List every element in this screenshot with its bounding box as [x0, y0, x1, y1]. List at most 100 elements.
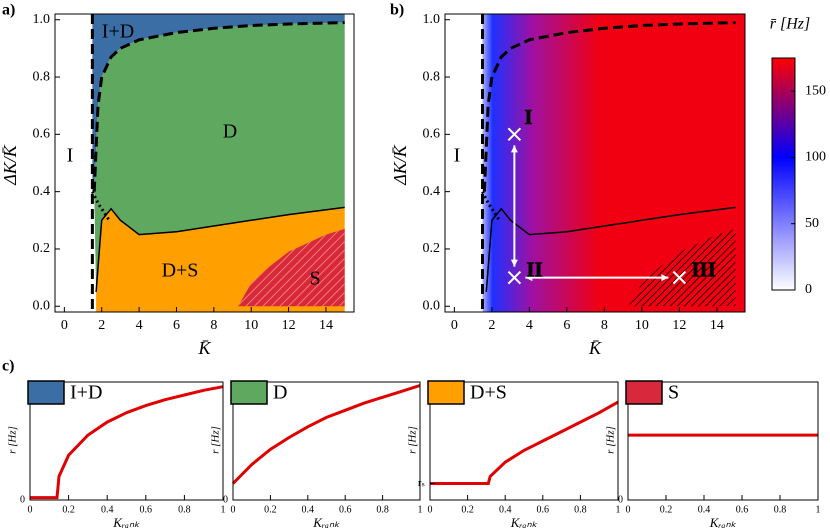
rate-line — [30, 385, 224, 500]
y-tick-label: 0.0 — [423, 298, 441, 313]
x-tick-label: 8 — [210, 318, 217, 333]
y-tick-label: 1.0 — [423, 12, 441, 27]
x-axis-label: K̄ — [197, 338, 211, 358]
y-tick-label: 0.2 — [33, 241, 51, 256]
x-tick-label: 0.4 — [101, 504, 114, 515]
x-tick-label: 14 — [710, 318, 724, 333]
legend-label: D+S — [470, 382, 507, 404]
plot-frame — [627, 381, 819, 501]
x-tick-label: 0.2 — [62, 504, 75, 515]
colorbar-tick-label: 0 — [805, 282, 812, 297]
legend-label: I+D — [70, 382, 102, 404]
x-tick-label: 1 — [221, 504, 226, 515]
y-tick-label: 0 — [618, 494, 623, 505]
y-tick-label: 0.0 — [33, 298, 51, 313]
point-label: I — [524, 105, 532, 129]
x-tick-label: 0.6 — [339, 504, 352, 515]
y-axis-label: r [Hz] — [407, 426, 419, 454]
point-label: III — [691, 257, 716, 281]
boundary-line — [92, 21, 345, 192]
region-fill — [94, 22, 345, 292]
x-tick-label: 0.2 — [264, 504, 277, 515]
boundary-line — [91, 191, 111, 222]
boundary-line — [482, 21, 736, 192]
panel-a: 0 2 4 6 8 10 12 14 0.0 0.2 0.4 0.6 0.8 1.0 I I+D D D+S Sa)… — [0, 2, 355, 358]
legend-label: D — [273, 382, 287, 404]
plot-frame — [54, 13, 355, 313]
region-label: I — [67, 145, 74, 167]
x-tick-label: 0.4 — [499, 504, 512, 515]
region-label: D+S — [162, 260, 199, 282]
colorbar-tick-label: 150 — [805, 83, 826, 98]
arrow-head — [510, 145, 518, 153]
hatch — [628, 228, 736, 307]
x-tick-label: 0 — [231, 504, 236, 515]
x-tick-label: 0.8 — [774, 504, 787, 515]
x-tick-label: 0 — [451, 318, 458, 333]
y-tick-label: 1.0 — [33, 12, 51, 27]
plot-frame — [429, 381, 619, 501]
x-tick-label: 4 — [136, 318, 143, 333]
x-tick-label: 2 — [98, 318, 105, 333]
x-tick-label: 14 — [319, 318, 333, 333]
x-tick-label: 1 — [616, 504, 621, 515]
y-tick-label: rₛ — [418, 478, 425, 489]
region-label: D — [223, 121, 237, 143]
x-tick-label: 0 — [61, 318, 68, 333]
region-label: I — [454, 145, 461, 167]
x-tick-label: 2 — [488, 318, 495, 333]
arrow-head — [510, 259, 518, 267]
x-axis-label: Kᵣₐₙₖ — [709, 515, 737, 530]
y-axis-label: ΔK/K̄ — [0, 144, 20, 186]
colorbar-label: r̄ [Hz] — [770, 16, 810, 33]
colorbar-tick-label: 50 — [805, 216, 819, 231]
x-tick-label: 10 — [244, 318, 258, 333]
y-axis-label: ΔK/K̄ — [390, 144, 410, 186]
point-marker — [507, 270, 522, 285]
y-tick-label: 0.2 — [423, 241, 441, 256]
x-axis-label: Kᵣₐₙₖ — [312, 515, 340, 530]
legend-swatch — [230, 380, 268, 405]
colorbar — [771, 57, 796, 291]
y-axis-label: r [Hz] — [605, 426, 617, 454]
unsynchronized-area — [445, 14, 483, 312]
y-axis-label: r [Hz] — [210, 426, 222, 454]
arrow-head — [661, 274, 669, 282]
panel-label: a) — [2, 2, 15, 19]
small-panel: 0 0.2 0.4 0.6 0.8 1 rₛ D+S Kᵣₐₙₖ r [Hz] — [407, 380, 621, 530]
legend-swatch — [27, 380, 65, 405]
x-tick-label: 0.8 — [574, 504, 587, 515]
hatch — [238, 228, 345, 307]
y-tick-label: 0.4 — [423, 184, 441, 199]
x-axis-label: Kᵣₐₙₖ — [112, 515, 140, 530]
point-marker — [507, 127, 522, 142]
y-tick-label: 0.6 — [33, 127, 51, 142]
region-label: S — [309, 268, 320, 290]
x-tick-label: 0 — [626, 504, 631, 515]
rate-line — [430, 400, 619, 485]
x-tick-label: 4 — [526, 318, 533, 333]
region-label: I+D — [102, 21, 134, 43]
panel-label: c) — [2, 358, 14, 375]
x-tick-label: 0.6 — [537, 504, 550, 515]
point-marker — [672, 270, 687, 285]
x-tick-label: 0.8 — [178, 504, 191, 515]
x-tick-label: 10 — [635, 318, 649, 333]
x-tick-label: 0 — [28, 504, 33, 515]
x-tick-label: 6 — [173, 318, 180, 333]
x-tick-label: 0.2 — [461, 504, 474, 515]
x-tick-label: 0.4 — [698, 504, 711, 515]
rate-line — [231, 384, 421, 485]
x-tick-label: 0.4 — [302, 504, 315, 515]
arrow-head — [525, 274, 533, 282]
y-tick-label: 0.4 — [33, 184, 51, 199]
x-tick-label: 0.2 — [660, 504, 673, 515]
plot-frame — [232, 381, 421, 501]
plot-area — [90, 14, 345, 312]
x-tick-label: 0.6 — [736, 504, 749, 515]
legend-swatch — [625, 380, 663, 405]
